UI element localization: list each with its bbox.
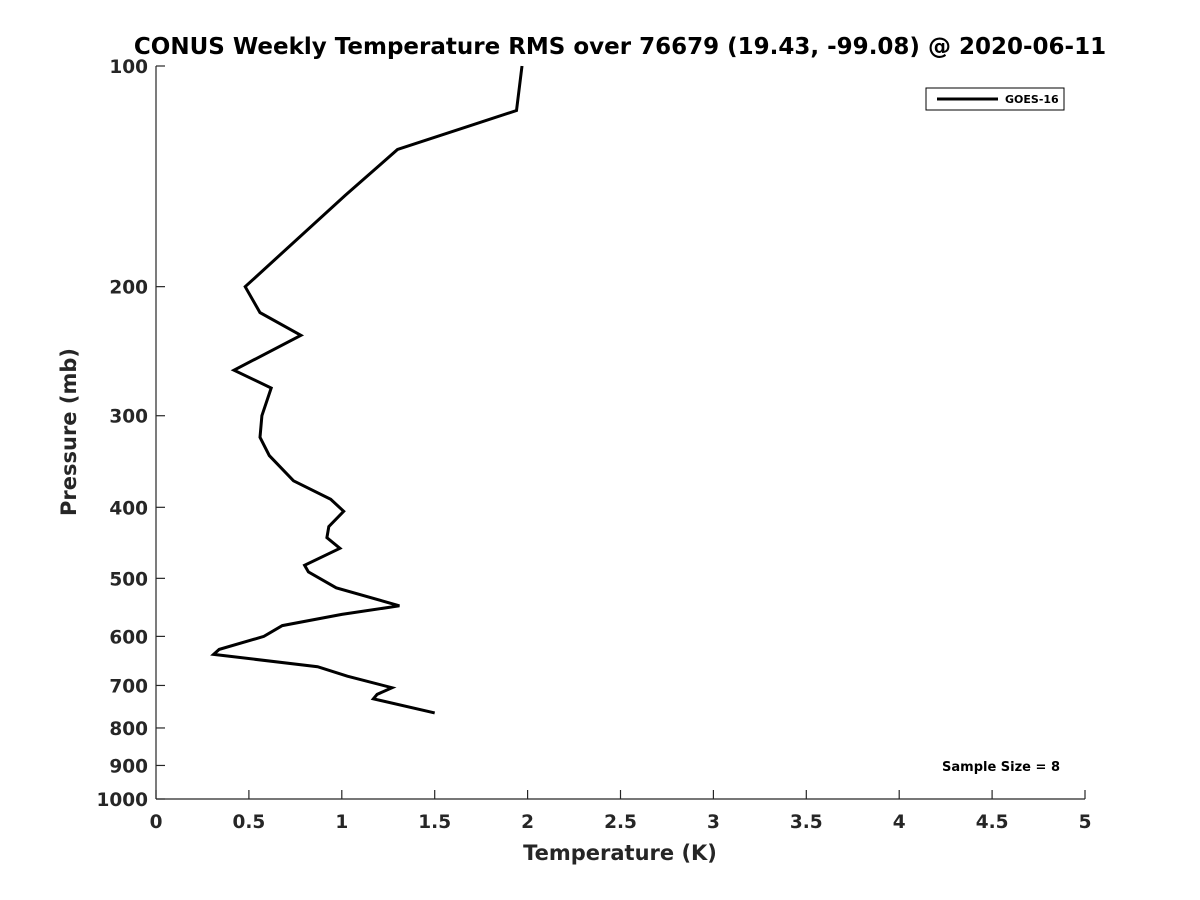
x-tick-label: 4 xyxy=(893,812,906,833)
y-tick-label: 700 xyxy=(109,676,148,697)
y-tick-label: 500 xyxy=(109,569,148,590)
x-tick-label: 1 xyxy=(335,812,348,833)
x-tick-label: 5 xyxy=(1079,812,1092,833)
x-tick-label: 2.5 xyxy=(604,812,637,833)
y-tick-label: 300 xyxy=(109,407,148,428)
legend-entry-goes-16: GOES-16 xyxy=(1005,93,1059,106)
y-tick-label: 400 xyxy=(109,498,148,519)
plot-area xyxy=(156,66,1085,799)
sample-size-annotation: Sample Size = 8 xyxy=(942,760,1060,775)
y-axis-label: Pressure (mb) xyxy=(57,348,81,516)
x-tick-label: 3.5 xyxy=(790,812,823,833)
x-axis-label: Temperature (K) xyxy=(523,841,717,865)
legend: GOES-16 xyxy=(925,87,1065,111)
x-tick-label: 3 xyxy=(707,812,720,833)
y-tick-label: 900 xyxy=(109,756,148,777)
x-tick-label: 0.5 xyxy=(233,812,266,833)
y-tick-label: 600 xyxy=(109,627,148,648)
y-tick-label: 800 xyxy=(109,719,148,740)
y-tick-label: 1000 xyxy=(97,790,149,811)
series-line-goes-16 xyxy=(210,65,524,715)
x-tick-label: 2 xyxy=(521,812,534,833)
y-axis: 100 200 300 400 500 600 700 800 900 1000 xyxy=(97,57,165,811)
x-tick-label: 1.5 xyxy=(418,812,451,833)
y-tick-label: 100 xyxy=(109,57,148,78)
chart-title: CONUS Weekly Temperature RMS over 76679 … xyxy=(134,34,1106,60)
x-tick-label: 4.5 xyxy=(976,812,1009,833)
x-tick-label: 0 xyxy=(150,812,163,833)
x-axis: 0 0.5 1 1.5 2 2.5 3 3.5 4 4.5 5 xyxy=(150,790,1092,833)
y-tick-label: 200 xyxy=(109,278,148,299)
